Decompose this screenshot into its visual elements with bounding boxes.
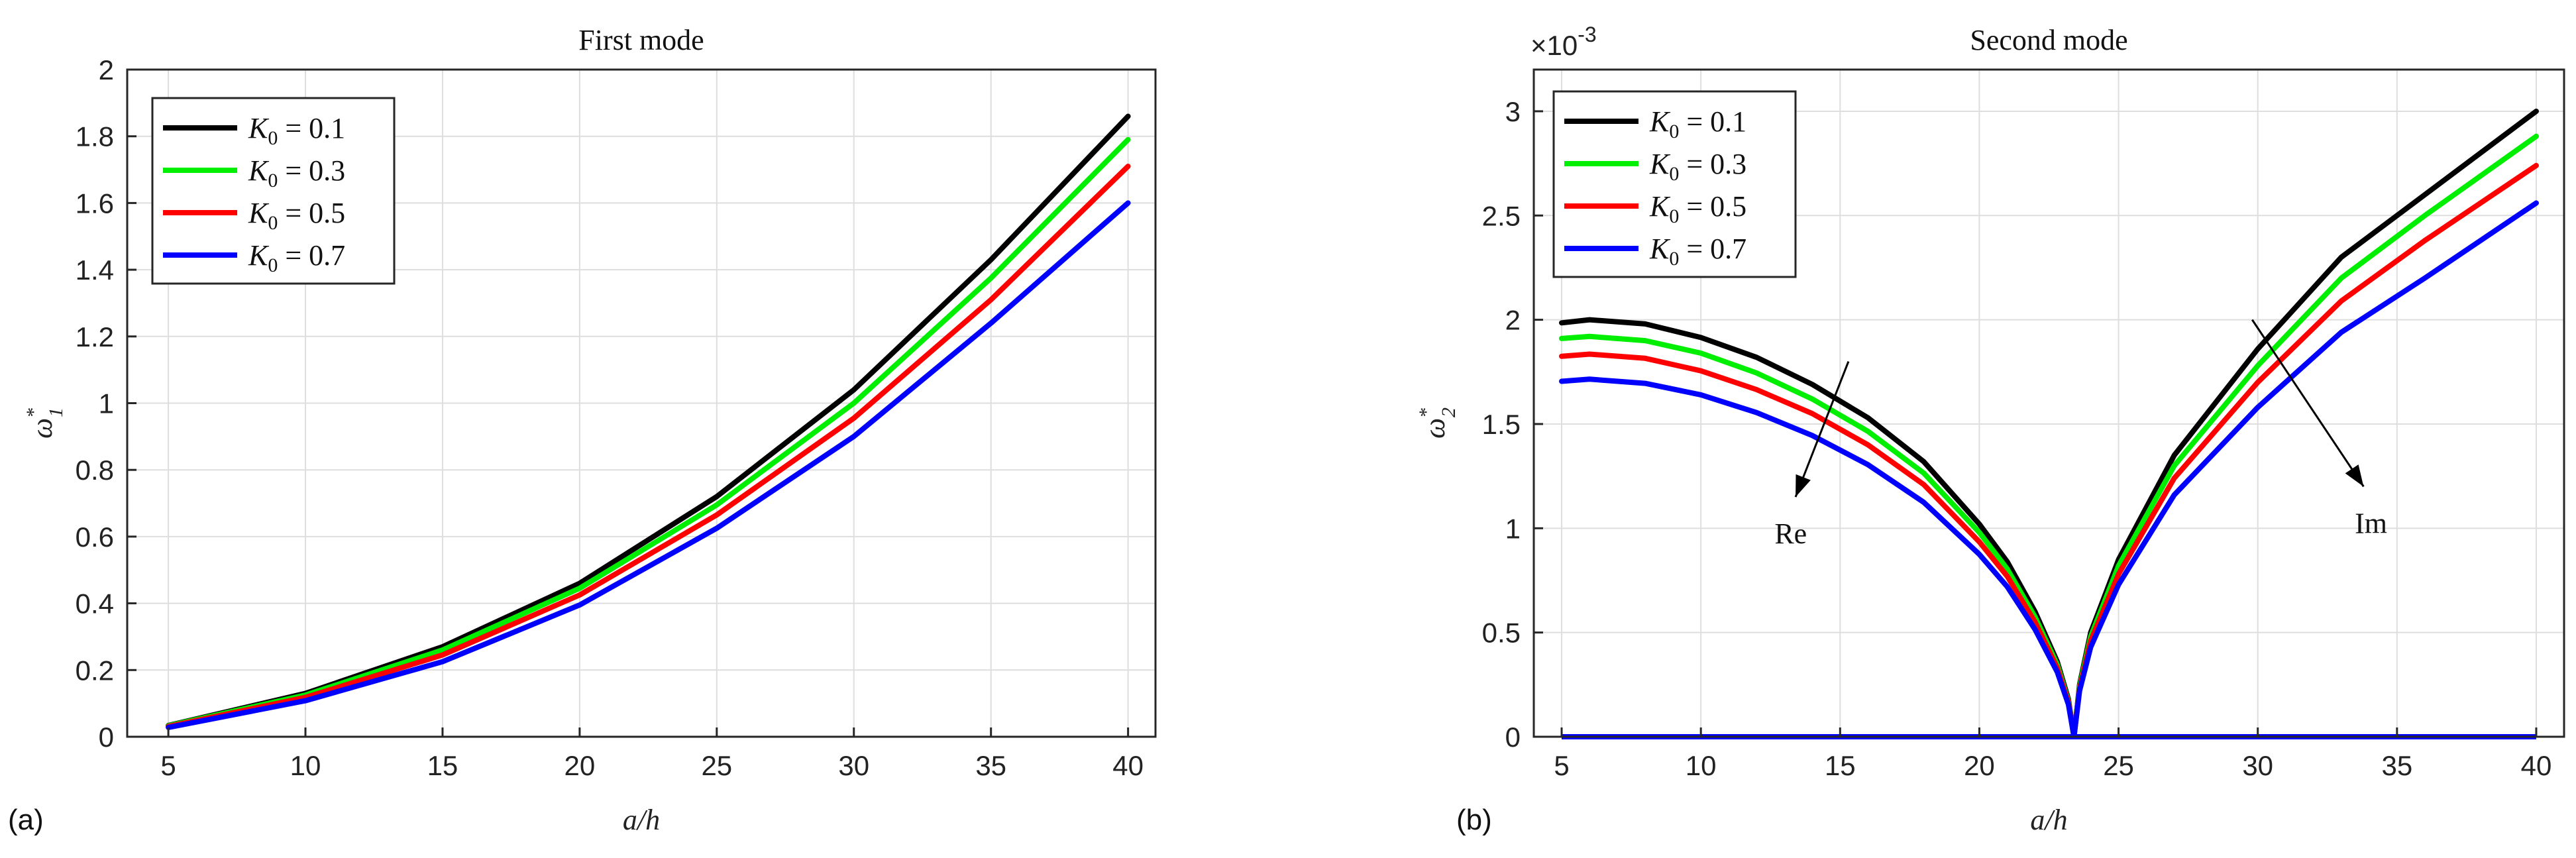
annotation-label: Im — [2355, 507, 2387, 539]
annotation-label: Re — [1774, 517, 1807, 550]
legend-entry-base: K — [248, 112, 270, 144]
y-tick-label: 1.8 — [76, 121, 114, 152]
legend-entry: K0 = 0.7 — [1649, 233, 1746, 270]
legend-entry-sub: 0 — [1669, 248, 1679, 270]
legend-entry-base: K — [1649, 190, 1671, 223]
legend-entry-sub: 0 — [1669, 163, 1679, 185]
x-tick-label: 5 — [160, 750, 176, 781]
y-tick-label: 2.5 — [1482, 200, 1521, 231]
x-tick-label: 25 — [2103, 750, 2134, 781]
y-axis-label-sup: * — [1415, 408, 1437, 418]
legend-entry-base: K — [248, 154, 270, 187]
y-tick-label: 0.2 — [76, 655, 114, 686]
legend-entry-value: = 0.3 — [1679, 148, 1746, 180]
y-tick-label: 1.6 — [76, 188, 114, 219]
legend-entry-sub: 0 — [268, 127, 278, 149]
y-axis-label-sub: 2 — [1438, 407, 1460, 417]
legend-entry: K0 = 0.7 — [248, 239, 345, 276]
x-tick-label: 30 — [838, 750, 869, 781]
legend-entry: K0 = 0.3 — [1649, 148, 1746, 185]
y-tick-label: 0.4 — [76, 588, 114, 619]
y-axis-label-base: ω — [1419, 418, 1451, 439]
annotation-arrow-shaft — [2251, 319, 2365, 488]
series-line-real — [1559, 376, 2077, 739]
y-tick-label: 0.5 — [1482, 617, 1521, 649]
panel-label: (a) — [8, 804, 44, 836]
legend-entry-sub: 0 — [1669, 205, 1679, 227]
x-tick-label: 40 — [2521, 750, 2552, 781]
annotation-arrow-shaft — [1794, 361, 1850, 498]
series-line-imag — [2071, 200, 2539, 739]
x-tick-label: 25 — [701, 750, 732, 781]
x-tick-label: 20 — [564, 750, 596, 781]
panel-a: 5 10 15 20 25 30 35 4000.20.40.60.811.21.41.61.… — [8, 24, 1157, 836]
y-axis-label-base: ω — [26, 418, 58, 439]
chart-title: First mode — [578, 24, 704, 56]
y-axis-label: ω*2 — [1415, 407, 1460, 439]
legend-entry: K0 = 0.1 — [248, 112, 345, 149]
legend-entry-sub: 0 — [1669, 121, 1679, 142]
legend-entry-sub: 0 — [268, 212, 278, 234]
panel-label: (b) — [1456, 804, 1492, 836]
legend-entry-value: = 0.1 — [278, 112, 345, 144]
legend-entry-value: = 0.7 — [278, 239, 345, 272]
annotation-arrow-head — [1796, 474, 1811, 498]
series-line — [166, 200, 1131, 730]
x-tick-label: 10 — [290, 750, 321, 781]
y-tick-label: 0.8 — [76, 455, 114, 486]
y-tick-label: 2 — [99, 54, 114, 85]
series-line — [166, 164, 1131, 729]
y-tick-label: 1.5 — [1482, 409, 1521, 440]
legend-entry: K0 = 0.5 — [1649, 190, 1746, 227]
axes-box — [1532, 68, 2565, 738]
x-tick-label: 30 — [2242, 750, 2273, 781]
y-tick-label: 1.4 — [76, 254, 114, 286]
chart-title: Second mode — [1970, 24, 2127, 56]
y-axis-label: ω*1 — [23, 407, 67, 439]
x-tick-label: 35 — [2381, 750, 2412, 781]
x-tick-label: 5 — [1554, 750, 1569, 781]
y-axis-multiplier: ×10-3 — [1530, 23, 1597, 61]
legend-entry-value: = 0.1 — [1679, 105, 1746, 138]
y-tick-label: 1 — [99, 388, 114, 419]
y-axis-label-sub: 1 — [45, 407, 67, 417]
x-axis-label: a/h — [623, 804, 660, 836]
y-axis-label-sup: * — [23, 408, 44, 418]
legend-entry-value: = 0.3 — [278, 154, 345, 187]
legend-entry-base: K — [1649, 148, 1671, 180]
legend-entry-base: K — [1649, 233, 1671, 265]
legend-entry-sub: 0 — [268, 170, 278, 191]
legend-entry-base: K — [248, 197, 270, 229]
x-tick-label: 15 — [427, 750, 458, 781]
x-tick-label: 15 — [1825, 750, 1856, 781]
x-tick-label: 40 — [1112, 750, 1144, 781]
annotation-arrow-head — [2345, 464, 2364, 487]
y-tick-label: 2 — [1505, 305, 1521, 336]
y-tick-label: 0.6 — [76, 521, 114, 553]
legend-entry-value: = 0.7 — [1679, 233, 1746, 265]
x-axis-label: a/h — [2030, 804, 2067, 836]
legend-entry: K0 = 0.5 — [248, 197, 345, 234]
y-tick-label: 1 — [1505, 513, 1521, 544]
legend-entry-base: K — [248, 239, 270, 272]
y-tick-label: 0 — [99, 722, 114, 753]
x-tick-label: 35 — [975, 750, 1006, 781]
x-tick-label: 10 — [1686, 750, 1717, 781]
legend-entry-base: K — [1649, 105, 1671, 138]
legend-entry-value: = 0.5 — [1679, 190, 1746, 223]
legend-entry-value: = 0.5 — [278, 197, 345, 229]
y-tick-label: 1.2 — [76, 321, 114, 352]
y-tick-label: 0 — [1505, 722, 1521, 753]
y-axis-multiplier-exp: -3 — [1578, 23, 1596, 46]
y-axis-multiplier-base: ×10 — [1530, 30, 1578, 61]
legend-entry-sub: 0 — [268, 254, 278, 276]
legend-entry: K0 = 0.1 — [1649, 105, 1746, 142]
legend-entry: K0 = 0.3 — [248, 154, 345, 191]
y-tick-label: 3 — [1505, 96, 1521, 127]
x-tick-label: 20 — [1964, 750, 1995, 781]
